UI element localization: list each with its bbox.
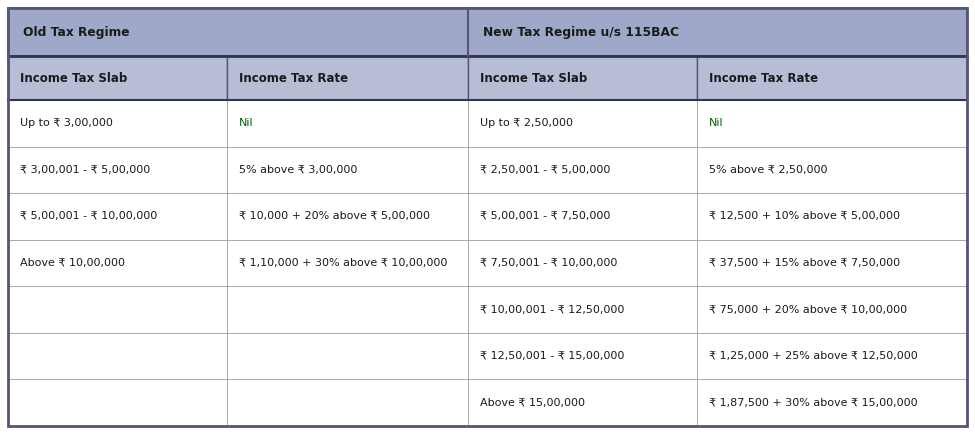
Bar — [8, 147, 226, 193]
Text: ₹ 5,00,001 - ₹ 7,50,000: ₹ 5,00,001 - ₹ 7,50,000 — [481, 211, 610, 221]
Bar — [8, 56, 226, 100]
Text: Income Tax Rate: Income Tax Rate — [709, 72, 818, 85]
Text: ₹ 7,50,001 - ₹ 10,00,000: ₹ 7,50,001 - ₹ 10,00,000 — [481, 258, 618, 268]
Text: Income Tax Rate: Income Tax Rate — [239, 72, 348, 85]
Text: Up to ₹ 3,00,000: Up to ₹ 3,00,000 — [20, 118, 113, 128]
Bar — [696, 193, 967, 240]
Text: ₹ 1,10,000 + 30% above ₹ 10,00,000: ₹ 1,10,000 + 30% above ₹ 10,00,000 — [239, 258, 447, 268]
Bar — [226, 333, 468, 379]
Text: ₹ 12,500 + 10% above ₹ 5,00,000: ₹ 12,500 + 10% above ₹ 5,00,000 — [709, 211, 900, 221]
Bar — [468, 379, 696, 426]
Text: Income Tax Slab: Income Tax Slab — [20, 72, 128, 85]
Text: ₹ 2,50,001 - ₹ 5,00,000: ₹ 2,50,001 - ₹ 5,00,000 — [481, 165, 610, 175]
Bar — [8, 240, 226, 286]
Bar — [696, 333, 967, 379]
Bar — [226, 379, 468, 426]
Text: Income Tax Slab: Income Tax Slab — [481, 72, 588, 85]
Bar — [226, 147, 468, 193]
Text: ₹ 75,000 + 20% above ₹ 10,00,000: ₹ 75,000 + 20% above ₹ 10,00,000 — [709, 305, 907, 315]
Text: Up to ₹ 2,50,000: Up to ₹ 2,50,000 — [481, 118, 573, 128]
Text: Above ₹ 10,00,000: Above ₹ 10,00,000 — [20, 258, 125, 268]
Bar — [226, 100, 468, 147]
Text: 5% above ₹ 3,00,000: 5% above ₹ 3,00,000 — [239, 165, 357, 175]
Bar — [696, 286, 967, 333]
Text: ₹ 37,500 + 15% above ₹ 7,50,000: ₹ 37,500 + 15% above ₹ 7,50,000 — [709, 258, 900, 268]
Text: Above ₹ 15,00,000: Above ₹ 15,00,000 — [481, 398, 585, 408]
Bar — [8, 8, 468, 56]
Bar — [8, 333, 226, 379]
Bar — [468, 193, 696, 240]
Bar — [226, 240, 468, 286]
Text: ₹ 12,50,001 - ₹ 15,00,000: ₹ 12,50,001 - ₹ 15,00,000 — [481, 351, 625, 361]
Bar — [696, 100, 967, 147]
Bar — [8, 193, 226, 240]
Bar — [468, 100, 696, 147]
Bar — [226, 193, 468, 240]
Bar — [226, 286, 468, 333]
Text: ₹ 10,000 + 20% above ₹ 5,00,000: ₹ 10,000 + 20% above ₹ 5,00,000 — [239, 211, 430, 221]
Bar — [468, 147, 696, 193]
Text: Nil: Nil — [709, 118, 723, 128]
Bar — [468, 286, 696, 333]
Bar — [468, 333, 696, 379]
Text: New Tax Regime u/s 115BAC: New Tax Regime u/s 115BAC — [484, 26, 680, 39]
Bar — [468, 56, 696, 100]
Bar — [8, 379, 226, 426]
Text: ₹ 10,00,001 - ₹ 12,50,000: ₹ 10,00,001 - ₹ 12,50,000 — [481, 305, 625, 315]
Text: ₹ 3,00,001 - ₹ 5,00,000: ₹ 3,00,001 - ₹ 5,00,000 — [20, 165, 150, 175]
Text: ₹ 1,25,000 + 25% above ₹ 12,50,000: ₹ 1,25,000 + 25% above ₹ 12,50,000 — [709, 351, 917, 361]
Bar — [468, 8, 967, 56]
Bar — [468, 240, 696, 286]
Bar — [696, 147, 967, 193]
Bar — [696, 56, 967, 100]
Text: ₹ 1,87,500 + 30% above ₹ 15,00,000: ₹ 1,87,500 + 30% above ₹ 15,00,000 — [709, 398, 917, 408]
Text: Old Tax Regime: Old Tax Regime — [23, 26, 130, 39]
Bar — [226, 56, 468, 100]
Bar — [696, 379, 967, 426]
Bar — [8, 100, 226, 147]
Text: 5% above ₹ 2,50,000: 5% above ₹ 2,50,000 — [709, 165, 827, 175]
Text: ₹ 5,00,001 - ₹ 10,00,000: ₹ 5,00,001 - ₹ 10,00,000 — [20, 211, 157, 221]
Bar — [696, 240, 967, 286]
Text: Nil: Nil — [239, 118, 254, 128]
Bar — [8, 286, 226, 333]
